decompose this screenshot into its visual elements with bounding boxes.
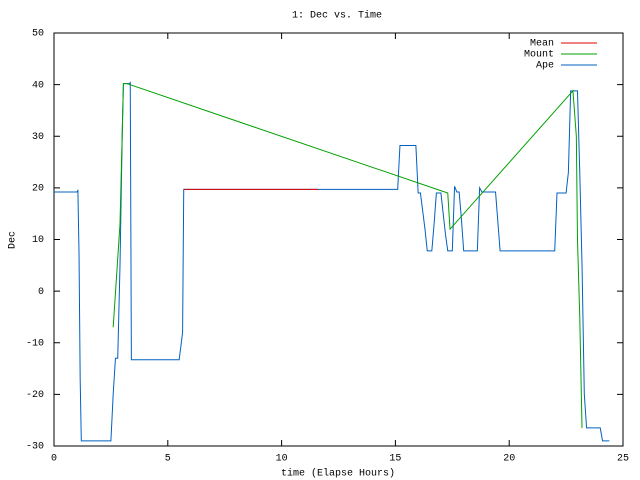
chart-title: 1: Dec vs. Time [292,10,382,22]
y-tick-label: -30 [26,442,44,453]
legend-label: Mean [530,39,554,50]
x-tick-label: 15 [389,454,401,465]
x-tick-label: 25 [617,454,629,465]
y-tick-label: 30 [32,132,44,143]
y-tick-label: -10 [26,338,44,349]
y-tick-label: -20 [26,390,44,401]
y-tick-label: 0 [38,287,44,298]
x-tick-label: 10 [276,454,288,465]
x-tick-label: 0 [51,454,57,465]
y-tick-label: 10 [32,235,44,246]
x-tick-label: 20 [503,454,515,465]
y-axis-label: Dec [8,231,19,249]
series-line [112,83,583,428]
legend-label: Mount [524,50,554,61]
series-line [54,81,610,442]
x-tick-label: 5 [165,454,171,465]
legend-label: Ape [536,61,554,72]
y-tick-label: 40 [32,80,44,91]
y-tick-label: 50 [32,29,44,40]
x-axis-label: time (Elapse Hours) [281,468,395,480]
y-tick-label: 20 [32,184,44,195]
